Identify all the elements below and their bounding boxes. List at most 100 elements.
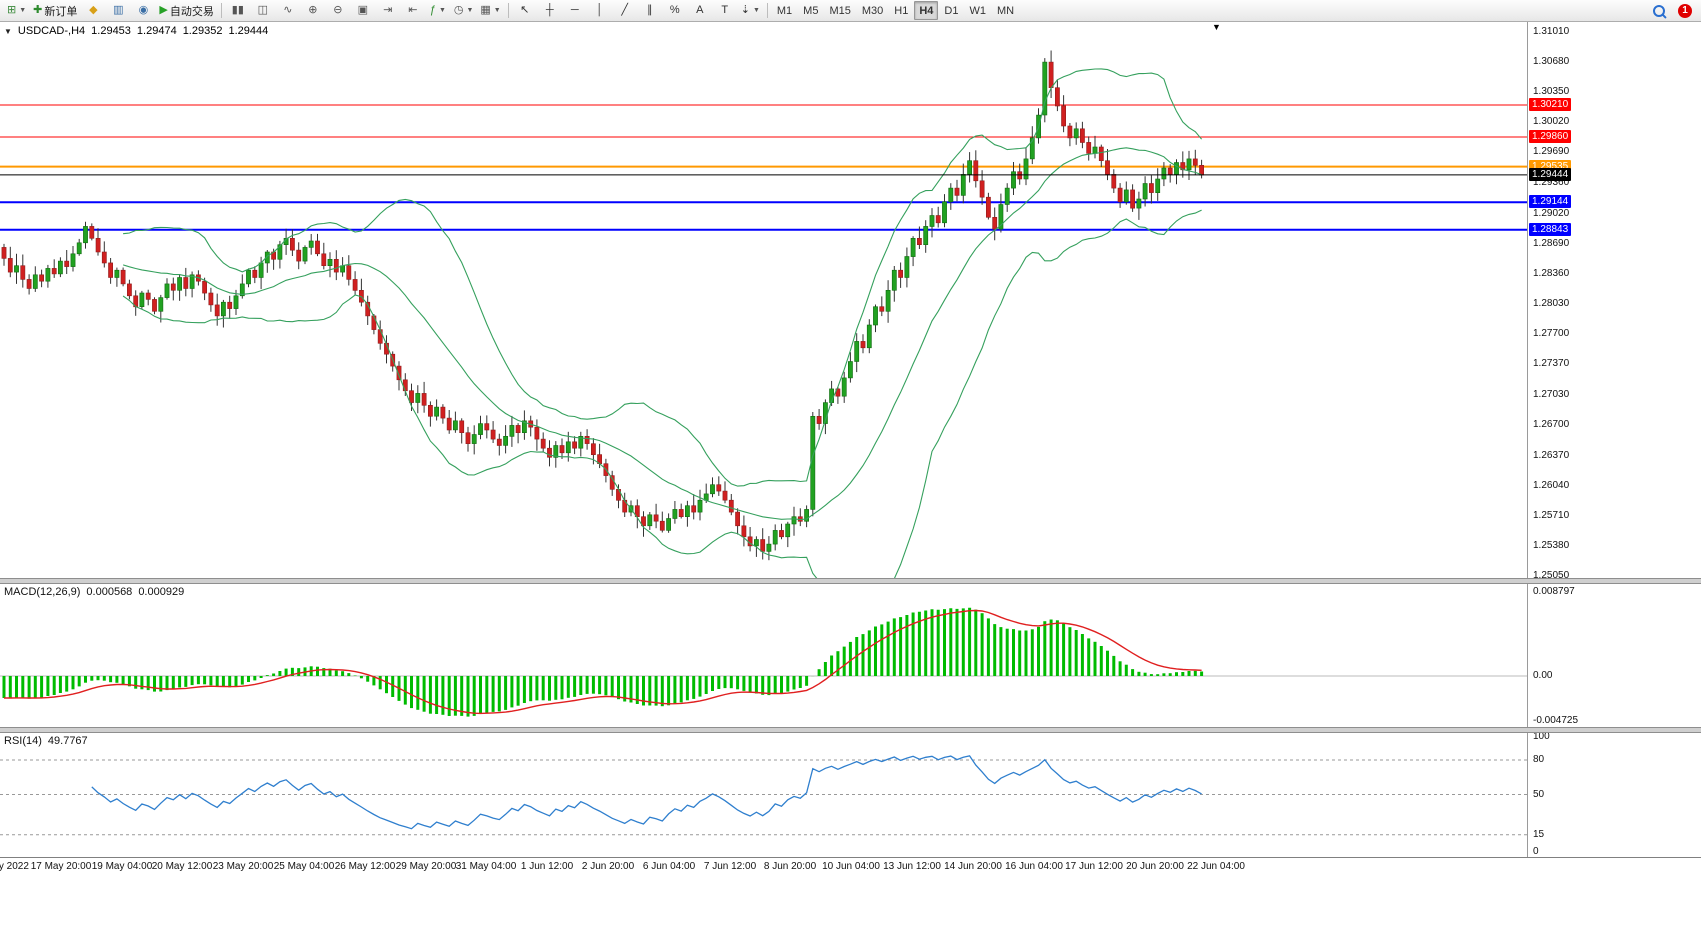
zoom-in-button[interactable]: ⊕ — [301, 1, 325, 21]
autotrading-button[interactable]: ▶ 自动交易 — [156, 1, 216, 21]
timeframe-m1[interactable]: M1 — [776, 4, 793, 17]
panel-separator-macd[interactable] — [0, 578, 1701, 584]
new-order-button-label: 新订单 — [44, 5, 78, 18]
tile-windows-button[interactable]: ▣ — [351, 1, 375, 21]
timeframe-m5[interactable]: M5 — [803, 4, 819, 17]
price-axis-label: 1.29020 — [1533, 208, 1570, 219]
hline-price-tag: 1.28843 — [1529, 223, 1572, 236]
price-axis-label: 1.25050 — [1533, 570, 1570, 581]
chart-menu-icon[interactable]: ▼ — [4, 26, 12, 36]
vertical-line-button[interactable]: │ — [588, 1, 612, 21]
horizontal-lines[interactable] — [0, 104, 1527, 231]
chart-shift-button[interactable]: ⇤ — [401, 1, 425, 21]
price-axis-label: 1.28690 — [1533, 238, 1570, 249]
rsi-plot[interactable] — [0, 733, 1527, 856]
time-axis-label: 19 May 04:00 — [91, 861, 153, 872]
panel-separator-rsi[interactable] — [0, 727, 1701, 733]
hline-price-tag: 1.29860 — [1529, 130, 1572, 143]
autotrading-icon: ▶ — [159, 4, 168, 16]
metaeditor-button[interactable]: ◆ — [81, 1, 105, 21]
candlestick-plot[interactable] — [0, 22, 1527, 578]
ohlc-low: 1.29352 — [182, 25, 223, 37]
time-axis-label: 29 May 20:00 — [395, 861, 457, 872]
timeframe-d1[interactable]: D1 — [944, 4, 959, 17]
time-axis-label: 7 Jun 12:00 — [703, 861, 757, 872]
price-axis-label: 1.25710 — [1533, 510, 1570, 521]
toolbar-separator — [220, 3, 222, 18]
chevron-down-icon: ▼ — [19, 7, 27, 14]
periods-button[interactable]: ◷ ▼ — [451, 1, 477, 21]
new-order-button[interactable]: ✚ 新订单 — [30, 1, 80, 21]
text-button[interactable]: A — [688, 1, 712, 21]
notification-badge[interactable]: 1 — [1678, 3, 1692, 18]
main-toolbar: ⊞ ▼ ✚ 新订单 ◆ ▥ ◉ ▶ 自动交易 ▮▮ ◫ ∿ ⊕ ⊖ ▣ ⇥ ⇤ ƒ ▼ ◷ ▼ ▦ ▼ ↖ ┼ ─ │ ╱ ∥% A T ⇣ ▼… — [0, 0, 1701, 22]
templates-button[interactable]: ▦ ▼ — [477, 1, 503, 21]
crosshair-button[interactable]: ┼ — [538, 1, 562, 21]
price-axis-label: 1.27030 — [1533, 389, 1570, 400]
new-chart-icon: ⊞ — [7, 4, 17, 16]
refresh-button[interactable]: ◉ — [131, 1, 155, 21]
channel-button[interactable]: ∥ — [638, 1, 662, 21]
macd-name: MACD(12,26,9) — [4, 586, 81, 598]
timeframe-w1[interactable]: W1 — [969, 4, 986, 17]
timeframe-m30[interactable]: M30 — [861, 4, 884, 17]
toolbar-separator — [507, 3, 509, 18]
price-axis-label: 1.26700 — [1533, 419, 1570, 430]
label-button[interactable]: T — [713, 1, 737, 21]
fibonacci-button[interactable]: % — [663, 1, 687, 21]
indicators-icon: ƒ — [429, 4, 436, 16]
chart-shift-icon: ⇤ — [408, 4, 418, 16]
chevron-down-icon: ▼ — [438, 7, 446, 14]
price-axis-label: 1.30350 — [1533, 86, 1570, 97]
macd-axis-label: 0.008797 — [1533, 586, 1575, 597]
line-chart-button[interactable]: ∿ — [276, 1, 300, 21]
ohlc-high: 1.29474 — [136, 25, 177, 37]
timeframe-m15[interactable]: M15 — [829, 4, 851, 17]
timeframe-h1[interactable]: H1 — [894, 4, 909, 17]
auto-scroll-button[interactable]: ⇥ — [376, 1, 400, 21]
price-axis-label: 1.25380 — [1533, 540, 1570, 551]
macd-plot[interactable] — [0, 584, 1527, 727]
horizontal-line-button[interactable]: ─ — [563, 1, 587, 21]
timeframe-mn[interactable]: MN — [996, 4, 1015, 17]
chart-shift-marker[interactable]: ▼ — [1212, 22, 1221, 32]
macd-label: MACD(12,26,9) 0.000568 0.000929 — [4, 586, 184, 598]
market-watch-button[interactable]: ▥ — [106, 1, 130, 21]
new-order-icon: ✚ — [33, 4, 43, 16]
cursor-button[interactable]: ↖ — [513, 1, 537, 21]
rsi-axis-label: 50 — [1533, 789, 1545, 800]
timeframe-h4[interactable]: H4 — [914, 1, 939, 20]
chart-ohlc-header: ▼ USDCAD-,H4 1.29453 1.29474 1.29352 1.2… — [4, 25, 268, 37]
toolbar-separator — [766, 3, 768, 18]
indicators-button[interactable]: ƒ ▼ — [426, 1, 450, 21]
macd-value-main: 0.000568 — [86, 586, 133, 598]
arrows-button[interactable]: ⇣ ▼ — [738, 1, 763, 21]
search-icon — [1653, 4, 1665, 17]
periods-icon: ◷ — [453, 4, 464, 16]
rsi-line — [91, 755, 1202, 830]
macd-panel[interactable]: MACD(12,26,9) 0.000568 0.000929 — [0, 584, 1527, 727]
zoom-out-button[interactable]: ⊖ — [326, 1, 350, 21]
new-chart-button[interactable]: ⊞ ▼ — [4, 1, 29, 21]
trendline-icon: ╱ — [621, 4, 629, 16]
price-axis[interactable]: 1.31010 1.30680 1.30350 1.30020 1.29690 1.293… — [1527, 22, 1701, 858]
bar-chart-button[interactable]: ▮▮ — [226, 1, 250, 21]
rsi-panel[interactable]: RSI(14) 49.7767 — [0, 733, 1527, 856]
time-axis-label: 1 Jun 12:00 — [520, 861, 574, 872]
ohlc-close: 1.29444 — [228, 25, 269, 37]
autotrading-button-label: 自动交易 — [169, 5, 214, 18]
time-axis-label: 8 Jun 20:00 — [763, 861, 817, 872]
arrows-icon: ⇣ — [740, 4, 750, 16]
price-axis-label: 1.29690 — [1533, 146, 1570, 157]
main-chart-panel[interactable]: ▼ USDCAD-,H4 1.29453 1.29474 1.29352 1.2… — [0, 22, 1527, 578]
time-axis-label: 23 May 20:00 — [212, 861, 274, 872]
candlestick-chart-button[interactable]: ◫ — [251, 1, 275, 21]
vertical-line-icon: │ — [596, 4, 604, 16]
hline-price-tag: 1.29144 — [1529, 195, 1572, 208]
ohlc-open: 1.29453 — [91, 25, 131, 37]
trendline-button[interactable]: ╱ — [613, 1, 637, 21]
time-axis-label: 14 Jun 20:00 — [944, 861, 1002, 872]
search-button[interactable] — [1647, 1, 1671, 21]
